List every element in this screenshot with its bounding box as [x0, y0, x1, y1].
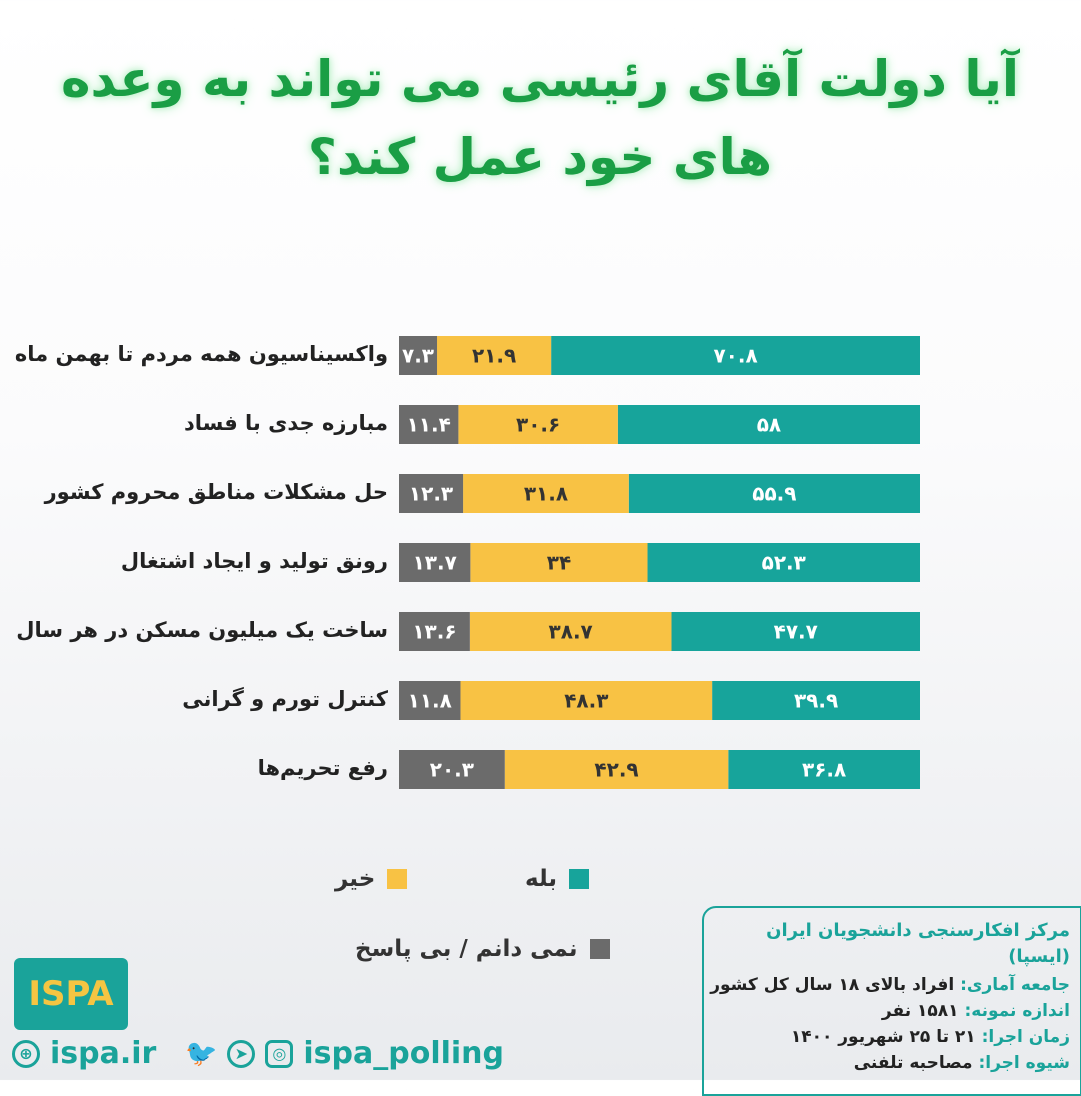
legend-label: نمی دانم / بی پاسخ: [355, 936, 578, 962]
data-label: ۱۱.۸: [408, 689, 452, 713]
data-label: ۵۸: [757, 413, 781, 437]
bar-segment: [671, 612, 920, 651]
bar-segment: [617, 405, 920, 444]
info-row: جامعه آماری: افراد بالای ۱۸ سال کل کشور: [710, 975, 1070, 995]
bar-segment: [399, 612, 470, 651]
data-label: ۳۶.۸: [802, 758, 846, 782]
data-label: ۷.۳: [402, 344, 434, 368]
data-label: ۴۷.۷: [774, 620, 818, 644]
data-label: ۳۱.۸: [524, 482, 568, 506]
org-name: مرکز افکارسنجی دانشجویان ایران (ایسپا): [766, 920, 1070, 967]
page-title: آیا دولت آقای رئیسی می تواند به وعده های…: [60, 50, 1020, 186]
data-label: ۳۹.۹: [794, 689, 838, 713]
bar-segment: [399, 405, 459, 444]
data-label: ۲۰.۳: [430, 758, 474, 782]
data-label: ۳۴: [547, 551, 571, 575]
bar-segment: [463, 474, 629, 513]
bar-segment: [712, 681, 920, 720]
legend-swatch-yes: [568, 869, 589, 889]
legend-swatch-no: [387, 869, 408, 889]
category-label: رفع تحریم‌ها: [257, 756, 388, 780]
legend-yes: بله: [525, 866, 589, 892]
info-row: زمان اجرا: ۲۱ تا ۲۵ شهریور ۱۴۰۰: [790, 1027, 1070, 1047]
bar-segment: [628, 474, 920, 513]
legend-no: خیر: [335, 866, 408, 892]
data-label: ۴۲.۹: [594, 758, 638, 782]
instagram-icon: ◎: [265, 1039, 294, 1068]
legend-swatch-unknown: [589, 939, 610, 959]
bar-segment: [399, 336, 438, 375]
bar-segment: [399, 750, 505, 789]
bar-segment: [399, 474, 464, 513]
data-label: ۱۲.۳: [409, 482, 453, 506]
legend-label: بله: [525, 866, 557, 892]
telegram-icon: ➤: [227, 1039, 256, 1068]
twitter-icon: 🐦: [185, 1038, 218, 1069]
category-label: کنترل تورم و گرانی: [182, 687, 388, 711]
website-link[interactable]: ⊕ ispa.ir: [12, 1036, 156, 1071]
survey-info-box: مرکز افکارسنجی دانشجویان ایران (ایسپا) ج…: [702, 906, 1081, 1096]
category-label: رونق تولید و ایجاد اشتغال: [120, 549, 388, 573]
ispa-logo: ISPA: [14, 958, 128, 1030]
bar-segment: [458, 405, 618, 444]
bar-segment: [470, 543, 648, 582]
category-label: مبارزه جدی با فساد: [183, 411, 388, 435]
legend-unknown: نمی دانم / بی پاسخ: [355, 936, 610, 962]
bar-segment: [399, 543, 471, 582]
bar-segment: [647, 543, 920, 582]
bar-segment: [551, 336, 920, 375]
data-label: ۴۸.۳: [564, 689, 608, 713]
bar-segment: [460, 681, 713, 720]
category-label: واکسیناسیون همه مردم تا بهمن ماه: [14, 342, 388, 366]
data-label: ۱۳.۷: [413, 551, 457, 575]
stacked-bar-chart: ۷۰.۸ ۲۱.۹ ۷.۳ ۵۸ ۳۰.۶ ۱۱.۴ ۵۵.۹ ۳۱.۸ ۱۲.۳ ۵۲.۳ ۳۴ ۱…: [399, 336, 920, 789]
category-label: حل مشکلات مناطق محروم کشور: [44, 480, 388, 504]
data-label: ۱۳.۶: [412, 620, 456, 644]
data-label: ۵۵.۹: [752, 482, 796, 506]
social-handle[interactable]: 🐦 ➤ ◎ ispa_polling: [185, 1036, 504, 1071]
bar-segment: [504, 750, 729, 789]
bar-segment: [437, 336, 552, 375]
bar-segment: [469, 612, 672, 651]
data-label: ۷۰.۸: [713, 344, 757, 368]
info-row: اندازه نمونه: ۱۵۸۱ نفر: [881, 1001, 1070, 1021]
bar-segment: [728, 750, 920, 789]
info-row: شیوه اجرا: مصاحبه تلفنی: [853, 1053, 1070, 1073]
data-label: ۱۱.۴: [407, 413, 451, 437]
category-label: ساخت یک میلیون مسکن در هر سال: [16, 618, 388, 642]
data-label: ۵۲.۳: [762, 551, 806, 575]
globe-icon: ⊕: [12, 1039, 40, 1068]
data-label: ۳۰.۶: [516, 413, 560, 437]
bar-segment: [399, 681, 461, 720]
data-label: ۳۸.۷: [549, 620, 593, 644]
legend-label: خیر: [335, 866, 376, 892]
data-label: ۲۱.۹: [472, 344, 516, 368]
